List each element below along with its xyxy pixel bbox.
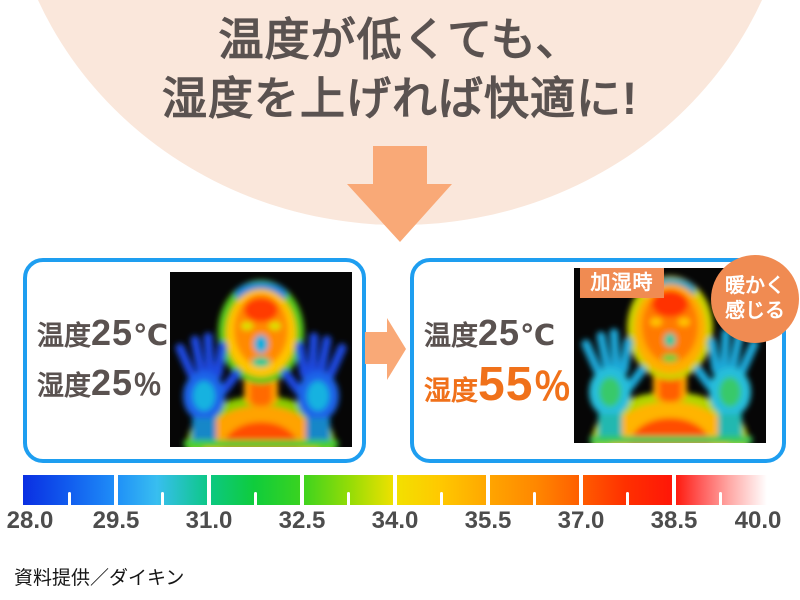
humidity-label: 湿度 xyxy=(424,376,478,406)
humidity-reading: 湿度 25 ％ xyxy=(37,362,168,404)
scale-tick xyxy=(68,492,71,505)
scale-tick xyxy=(719,492,722,505)
humidity-value: 25 xyxy=(91,362,134,403)
scale-divider xyxy=(300,475,304,505)
scale-tick xyxy=(440,492,443,505)
temperature-label: 温度 xyxy=(37,321,91,351)
title-line-2: 湿度を上げれば快適に! xyxy=(162,73,638,124)
temperature-label: 温度 xyxy=(424,321,478,351)
temperature-unit: ℃ xyxy=(133,320,169,352)
temperature-reading: 温度 25 ℃ xyxy=(37,312,168,354)
scale-divider xyxy=(393,475,397,505)
scale-label-35-5: 35.5 xyxy=(464,507,512,534)
scale-divider xyxy=(114,475,118,505)
temperature-value: 25 xyxy=(478,312,521,353)
scale-label-40: 40.0 xyxy=(734,507,782,534)
scale-label-31: 31.0 xyxy=(185,507,233,534)
scale-label-38-5: 38.5 xyxy=(650,507,698,534)
scale-label-37: 37.0 xyxy=(557,507,605,534)
scale-divider xyxy=(207,475,211,505)
humidity-label: 湿度 xyxy=(37,371,91,401)
scale-divider xyxy=(672,475,676,505)
humidity-unit: ％ xyxy=(133,370,163,402)
temperature-value: 25 xyxy=(91,312,134,353)
right-arrow-icon xyxy=(365,318,406,380)
badge-line-1: 暖かく xyxy=(725,275,785,297)
scale-tick xyxy=(347,492,350,505)
humidity-unit: ％ xyxy=(533,367,572,409)
panel-before-readings: 温度 25 ℃ 湿度 25 ％ xyxy=(37,312,168,404)
scale-label-28: 28.0 xyxy=(6,507,54,534)
temperature-color-scale xyxy=(23,475,767,505)
thermal-image-dry xyxy=(170,272,352,447)
scale-divider xyxy=(579,475,583,505)
page-title: 温度が低くても、 湿度を上げれば快適に! xyxy=(0,10,800,128)
feels-warm-badge: 暖かく 感じる xyxy=(711,255,799,343)
panel-before-humidification: 温度 25 ℃ 湿度 25 ％ xyxy=(23,258,366,463)
humidified-tag: 加湿時 xyxy=(580,268,664,298)
scale-label-32-5: 32.5 xyxy=(278,507,326,534)
scale-tick xyxy=(626,492,629,505)
humidity-reading-highlight: 湿度 55 ％ xyxy=(424,356,571,412)
scale-label-34: 34.0 xyxy=(371,507,419,534)
scale-tick xyxy=(533,492,536,505)
temperature-reading: 温度 25 ℃ xyxy=(424,312,571,354)
temperature-unit: ℃ xyxy=(520,320,556,352)
humidity-value: 55 xyxy=(478,358,534,411)
scale-tick xyxy=(254,492,257,505)
badge-line-2: 感じる xyxy=(725,300,785,322)
credit-text: 資料提供／ダイキン xyxy=(14,568,185,589)
scale-divider xyxy=(486,475,490,505)
panel-after-humidification: 温度 25 ℃ 湿度 55 ％ 加湿時 xyxy=(410,258,786,463)
scale-label-29-5: 29.5 xyxy=(92,507,140,534)
title-line-1: 温度が低くても、 xyxy=(218,14,582,65)
panel-after-readings: 温度 25 ℃ 湿度 55 ％ xyxy=(424,312,571,412)
scale-tick xyxy=(161,492,164,505)
